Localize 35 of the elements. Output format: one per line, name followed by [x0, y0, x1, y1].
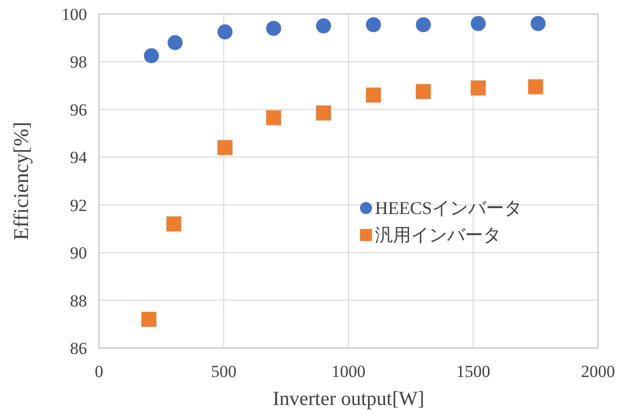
- point: [316, 106, 332, 121]
- x-tick-label: 0: [94, 362, 104, 381]
- x-tick-label: 500: [211, 362, 236, 381]
- point: [217, 24, 232, 40]
- point: [470, 16, 486, 32]
- point: [266, 110, 282, 126]
- x-axis-title: Inverter output[W]: [272, 388, 424, 410]
- point: [366, 88, 381, 103]
- point: [166, 216, 182, 232]
- y-tick-label: 94: [70, 148, 88, 168]
- legend-label: 汎用インバータ: [375, 225, 501, 245]
- point: [366, 17, 381, 32]
- point: [316, 18, 332, 34]
- y-tick-label: 90: [70, 244, 87, 263]
- x-tick-label: 1500: [456, 362, 490, 381]
- point: [144, 48, 159, 64]
- x-tick-label: 2000: [581, 362, 615, 381]
- y-axis-title: Efficiency[%]: [9, 122, 33, 240]
- y-tick-label: 100: [62, 5, 87, 24]
- point: [530, 16, 546, 32]
- point: [416, 17, 431, 32]
- x-tick-label: 1000: [332, 362, 366, 381]
- y-tick-label: 88: [70, 291, 87, 310]
- legend-label: HEECSインバータ: [375, 198, 522, 218]
- y-tick-label: 92: [70, 196, 87, 215]
- point: [470, 80, 486, 96]
- point: [217, 140, 232, 156]
- point: [141, 312, 156, 327]
- point: [528, 79, 544, 94]
- point: [266, 20, 282, 36]
- y-tick-label: 98: [70, 52, 87, 72]
- point: [168, 35, 183, 50]
- y-tick-label: 96: [70, 100, 87, 120]
- y-tick-label: 86: [70, 339, 87, 358]
- point: [416, 84, 431, 100]
